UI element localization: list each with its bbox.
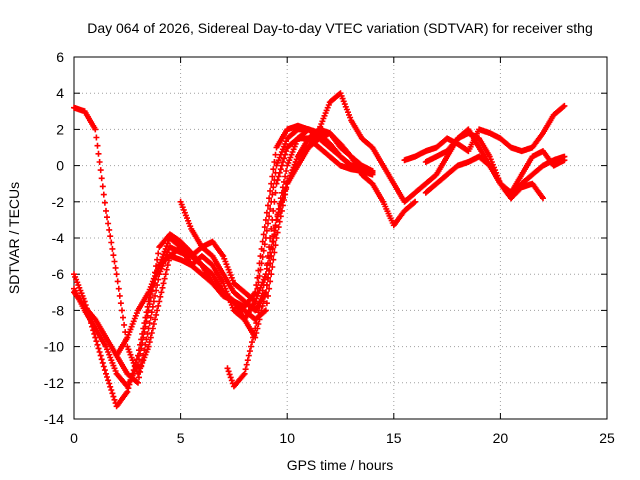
y-tick-labels: -14 -12 -10 -8 -6 -4 -2 0 2 4 6 [44, 49, 64, 427]
y-tick-label: -4 [52, 230, 65, 246]
y-tick-label: -14 [44, 411, 64, 427]
y-tick-label: -8 [52, 302, 65, 318]
series-day-6 [177, 126, 376, 314]
data-series [71, 90, 568, 410]
series-day-10 [422, 130, 568, 202]
y-tick-label: -2 [52, 194, 65, 210]
x-tick-label: 10 [279, 430, 295, 446]
y-tick-label: 4 [56, 85, 64, 101]
y-tick-label: -6 [52, 266, 65, 282]
y-tick-label: -12 [44, 375, 64, 391]
axis-ticks [73, 56, 608, 420]
x-tick-label: 15 [386, 430, 402, 446]
series-day-7 [224, 130, 376, 390]
x-tick-label: 0 [70, 430, 78, 446]
chart-title: Day 064 of 2026, Sidereal Day-to-day VTE… [87, 20, 593, 36]
x-tick-label: 20 [493, 430, 509, 446]
y-tick-label: 6 [56, 49, 64, 65]
y-tick-label: -10 [44, 339, 64, 355]
x-tick-label: 25 [599, 430, 615, 446]
series-markers [224, 130, 376, 390]
y-tick-label: 2 [56, 121, 64, 137]
y-axis-label: SDTVAR / TECUs [6, 182, 22, 294]
x-tick-label: 5 [177, 430, 185, 446]
x-tick-labels: 0 5 10 15 20 25 [70, 430, 615, 446]
y-tick-label: 0 [56, 158, 64, 174]
series-markers [177, 126, 376, 314]
x-axis-label: GPS time / hours [287, 457, 394, 473]
gridlines [74, 57, 607, 419]
series-markers [422, 130, 568, 202]
